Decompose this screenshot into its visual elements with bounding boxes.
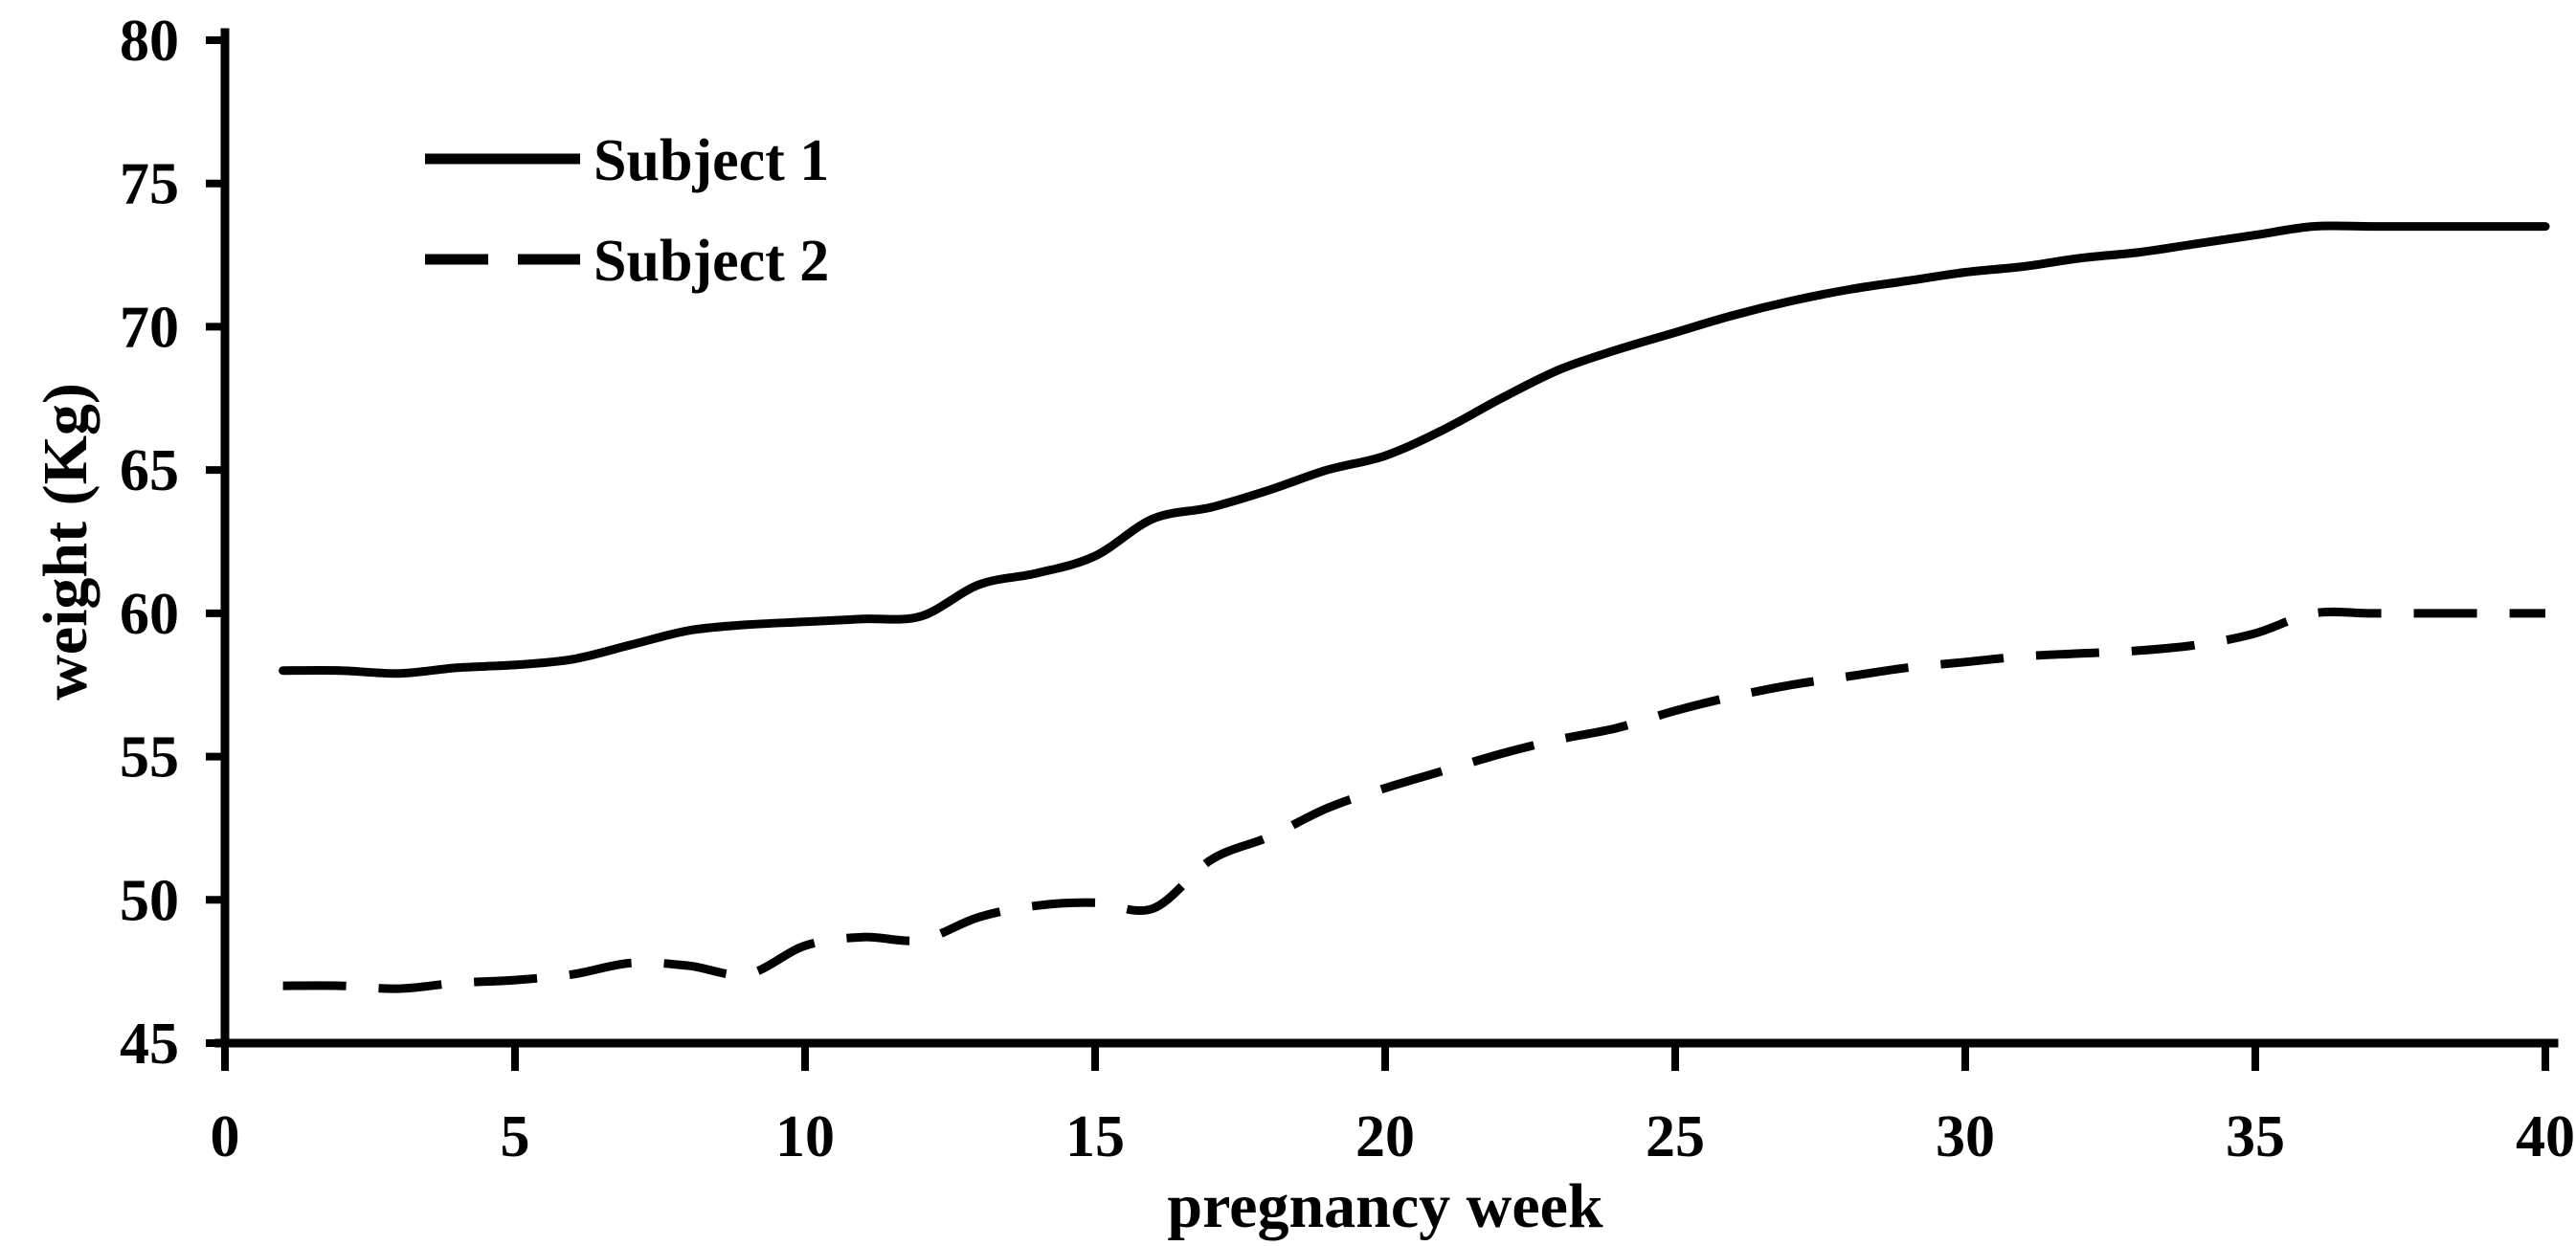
legend-label-subject-2: Subject 2 [594, 229, 829, 294]
x-tick-label-10: 10 [775, 1104, 835, 1169]
x-axis-title: pregnancy week [1167, 1171, 1603, 1241]
plot-axes: 45 50 55 60 65 70 75 80 0 5 10 15 20 25 30 35 40 [120, 9, 2575, 1169]
x-tick-label-15: 15 [1065, 1104, 1125, 1169]
legend: Subject 1 Subject 2 [425, 128, 829, 294]
y-tick-label-80: 80 [120, 9, 179, 74]
x-tick-label-35: 35 [2226, 1104, 2285, 1169]
x-tick-label-40: 40 [2516, 1104, 2575, 1169]
series-line-subject-1 [279, 221, 2550, 679]
legend-label-subject-1: Subject 1 [594, 128, 829, 193]
y-tick-label-50: 50 [120, 868, 179, 933]
series-line-subject-2 [282, 607, 2545, 993]
y-tick-label-75: 75 [120, 152, 179, 217]
x-tick-label-0: 0 [211, 1104, 240, 1169]
y-tick-label-45: 45 [120, 1012, 179, 1077]
x-tick-label-25: 25 [1646, 1104, 1705, 1169]
y-tick-label-70: 70 [120, 295, 179, 360]
axis-spines [214, 28, 2559, 1048]
y-tick-label-65: 65 [120, 438, 179, 503]
x-tick-label-20: 20 [1355, 1104, 1415, 1169]
series-lines [279, 221, 2550, 993]
y-tick-label-55: 55 [120, 725, 179, 790]
x-tick-label-5: 5 [501, 1104, 530, 1169]
x-tick-label-30: 30 [1936, 1104, 1995, 1169]
y-tick-label-60: 60 [120, 582, 179, 647]
y-axis-title: weight (Kg) [31, 383, 101, 701]
